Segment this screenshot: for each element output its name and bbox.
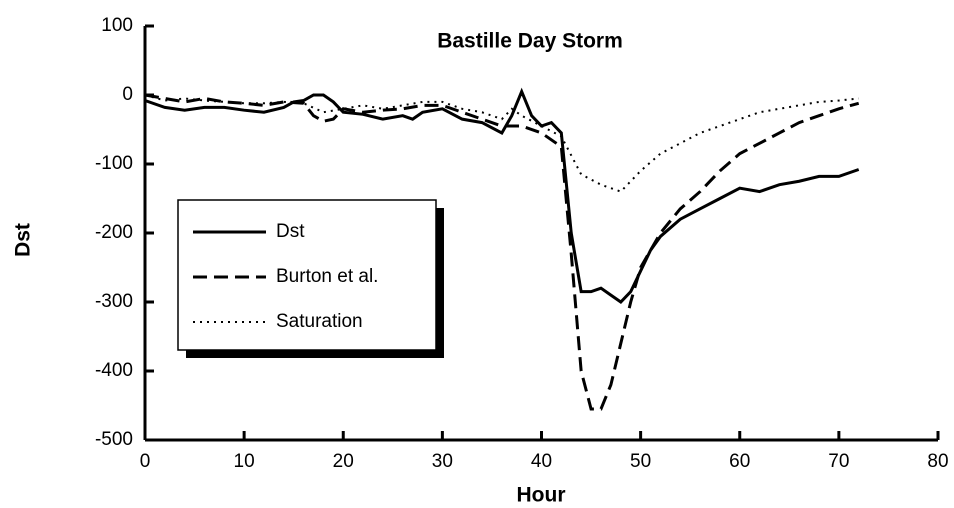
x-tick-label: 10 <box>234 451 255 472</box>
legend-label: Burton et al. <box>276 266 378 287</box>
x-tick-label: 40 <box>531 451 552 472</box>
x-tick-label: 30 <box>432 451 453 472</box>
x-tick-label: 80 <box>927 451 948 472</box>
x-tick-label: 70 <box>828 451 849 472</box>
y-tick-label: 0 <box>122 84 133 105</box>
series-line <box>144 93 860 411</box>
y-tick-label: -100 <box>95 153 133 174</box>
legend-label: Saturation <box>276 311 363 332</box>
x-axis-label: Hour <box>517 484 566 507</box>
y-tick-label: -300 <box>95 291 133 312</box>
legend <box>177 199 437 351</box>
chart-title: Bastille Day Storm <box>437 30 623 53</box>
y-tick-label: -400 <box>95 360 133 381</box>
x-tick-label: 50 <box>630 451 651 472</box>
legend-label: Dst <box>276 221 305 242</box>
y-tick-label: 100 <box>101 15 133 36</box>
series-line <box>144 94 859 193</box>
x-tick-label: 20 <box>333 451 354 472</box>
y-tick-label: -500 <box>95 429 133 450</box>
x-tick-label: 0 <box>140 451 151 472</box>
x-tick-label: 60 <box>729 451 750 472</box>
y-axis-label: Dst <box>12 223 35 257</box>
y-tick-label: -200 <box>95 222 133 243</box>
